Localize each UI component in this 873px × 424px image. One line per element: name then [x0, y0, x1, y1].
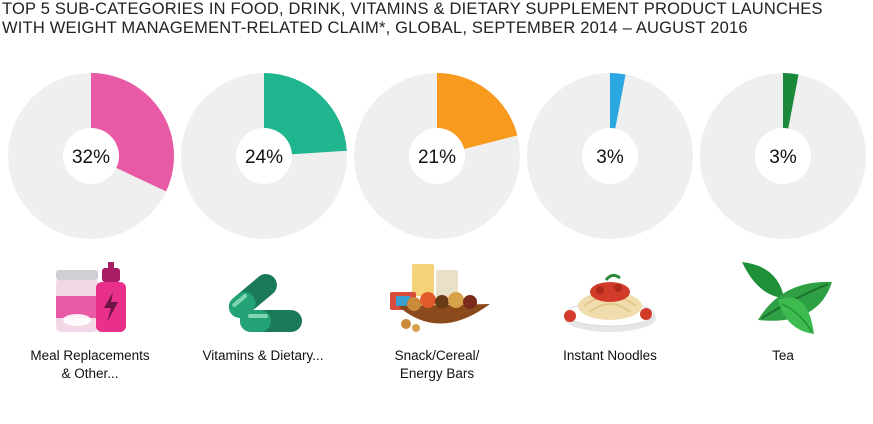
donut-hole-meal-replacements-other — [63, 128, 119, 184]
title-line-1: TOP 5 SUB-CATEGORIES IN FOOD, DRINK, VIT… — [2, 0, 823, 18]
snack-bowl-icon — [390, 264, 490, 332]
capsule-icon — [228, 274, 302, 332]
label-meal-replacements: Meal Replacements & Other... — [5, 347, 175, 383]
value-label-meal-replacements-other: 32% — [72, 147, 110, 168]
donut-hole-snack-cereal-energy-bars — [409, 128, 465, 184]
value-label-instant-noodles: 3% — [596, 147, 624, 168]
noodle-plate-icon — [564, 273, 656, 332]
donut-hole-instant-noodles — [582, 128, 638, 184]
value-label-snack-cereal-energy-bars: 21% — [418, 147, 456, 168]
shake-bottle-icon — [56, 262, 126, 332]
label-line: Snack/Cereal/ — [394, 348, 480, 363]
label-line: Instant Noodles — [563, 348, 657, 363]
donut-slice-vitamins-dietary — [264, 73, 347, 156]
donut-hole-tea — [755, 128, 811, 184]
label-vitamins: Vitamins & Dietary... — [178, 347, 348, 365]
label-line: Vitamins & Dietary... — [202, 348, 324, 363]
label-instant-noodles: Instant Noodles — [525, 347, 695, 365]
tea-leaves-icon — [742, 262, 832, 334]
label-snack-bars: Snack/Cereal/ Energy Bars — [352, 347, 522, 383]
value-label-vitamins-dietary: 24% — [245, 147, 283, 168]
donut-slice-snack-cereal-energy-bars — [437, 73, 518, 156]
donut-hole-vitamins-dietary — [236, 128, 292, 184]
chart-title: TOP 5 SUB-CATEGORIES IN FOOD, DRINK, VIT… — [2, 0, 870, 38]
label-line: Energy Bars — [399, 366, 475, 381]
label-line: Tea — [772, 348, 794, 363]
title-line-2: WITH WEIGHT MANAGEMENT-RELATED CLAIM*, G… — [2, 19, 748, 37]
label-tea: Tea — [698, 347, 868, 365]
value-label-tea: 3% — [769, 147, 797, 168]
label-line: & Other... — [61, 366, 119, 381]
label-line: Meal Replacements — [30, 348, 150, 363]
